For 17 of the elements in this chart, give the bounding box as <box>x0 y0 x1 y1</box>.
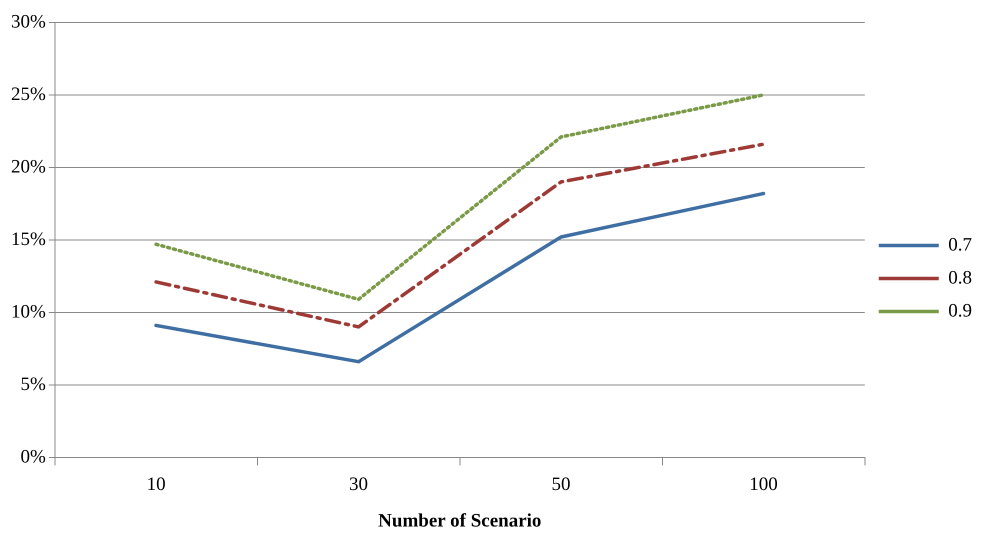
x-tick-label: 50 <box>552 474 571 495</box>
y-tick-label: 25% <box>11 84 46 105</box>
y-tick-label: 10% <box>11 301 46 322</box>
y-tick-label: 5% <box>20 374 46 395</box>
legend-label: 0.7 <box>948 234 972 256</box>
x-tick-label: 10 <box>146 474 166 495</box>
line-series <box>154 93 766 302</box>
line-series <box>154 142 766 329</box>
x-axis-title: Number of Scenario <box>378 510 542 532</box>
x-tick-label: 100 <box>749 474 778 495</box>
x-tick-label: 30 <box>349 474 368 495</box>
legend-label: 0.8 <box>948 267 972 288</box>
y-tick-label: 15% <box>11 228 46 250</box>
y-tick-label: 30% <box>11 11 46 32</box>
y-tick-label: 0% <box>20 446 46 468</box>
legend-label: 0.9 <box>948 300 972 322</box>
y-tick-label: 20% <box>11 156 46 178</box>
